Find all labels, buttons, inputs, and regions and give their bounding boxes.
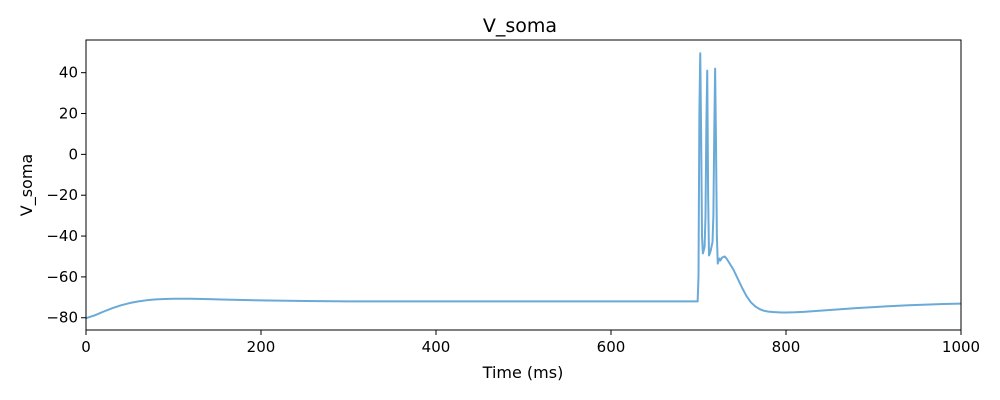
- x-tick-label: 0: [81, 338, 91, 356]
- plot-area: [86, 40, 961, 330]
- y-tick-label: −80: [46, 309, 78, 327]
- x-tick-label: 200: [247, 338, 276, 356]
- series-layer: [85, 52, 962, 320]
- y-tick-label: −40: [46, 227, 78, 245]
- x-tick-label: 600: [597, 338, 626, 356]
- x-axis-label: Time (ms): [482, 363, 564, 382]
- x-tick-label: 400: [422, 338, 451, 356]
- y-tick-label: −60: [46, 268, 78, 286]
- series-line-0: [85, 52, 962, 320]
- y-axis: −80 −60 −40 −20 0 20 40: [46, 64, 86, 327]
- y-tick-label: 20: [59, 105, 78, 123]
- plot-frame: [85, 39, 962, 331]
- y-axis-label: V_soma: [17, 154, 37, 216]
- chart-title: V_soma: [483, 15, 557, 37]
- x-tick-label: 800: [772, 338, 801, 356]
- y-tick-label: 40: [59, 64, 78, 82]
- y-tick-label: 0: [68, 145, 78, 163]
- x-tick-label: 1000: [942, 338, 980, 356]
- y-tick-label: −20: [46, 186, 78, 204]
- x-axis: 0 200 400 600 800 1000: [81, 330, 980, 356]
